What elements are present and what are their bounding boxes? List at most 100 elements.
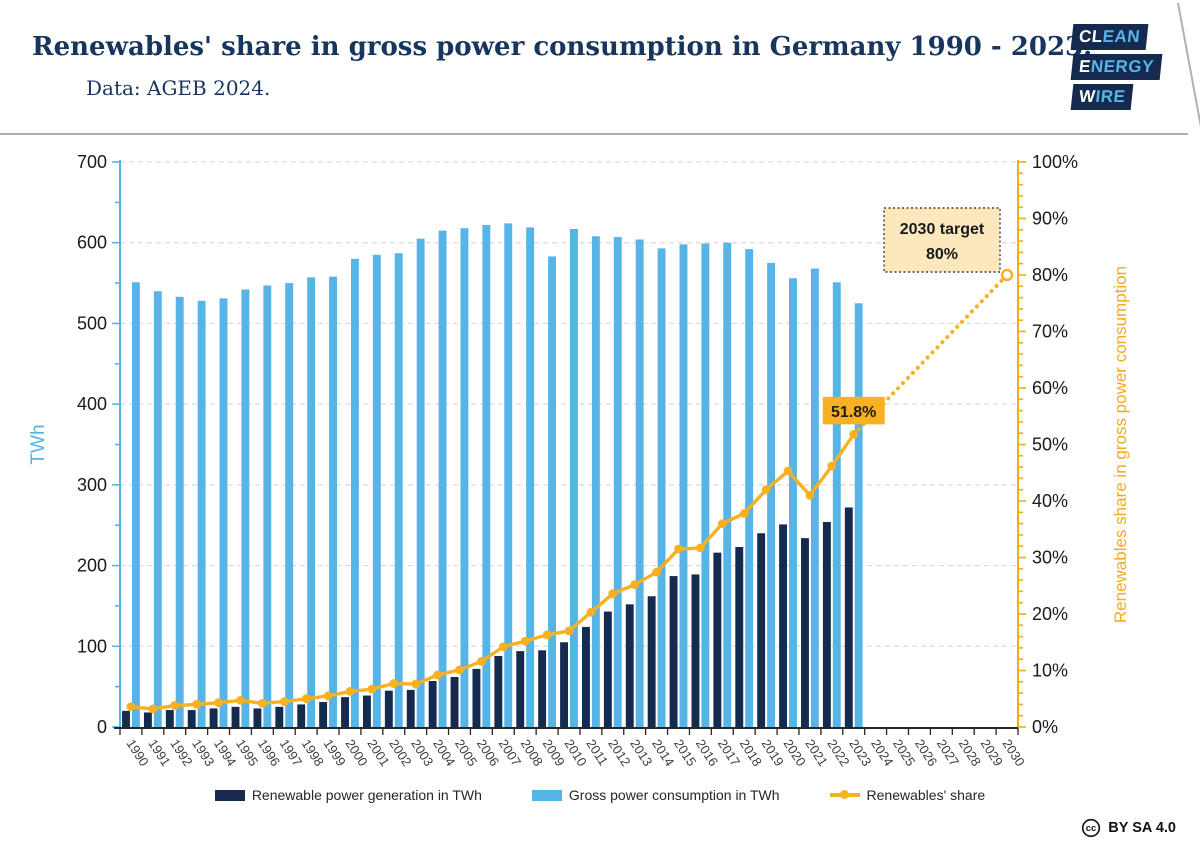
right-axis-tick-label: 40%: [1032, 491, 1068, 511]
share-point: [389, 679, 399, 688]
right-axis: 0% 10% 20% 30% 40% 50% 60% 70% 80% 90% 100% Renewab…: [1017, 152, 1130, 737]
bar-gross-consumption: [570, 228, 578, 727]
bar-gross-consumption: [635, 239, 644, 727]
legend-item-gross-consumption: Gross power consumption in TWh: [531, 787, 780, 803]
bar-renewable-generation: [165, 710, 174, 727]
bar-renewable-generation: [428, 680, 437, 727]
bar-renewable-generation: [757, 533, 766, 727]
share-point: [652, 567, 662, 577]
logo-word-clean: CLEAN: [1070, 24, 1149, 50]
bar-renewable-generation: [231, 706, 240, 727]
bar-gross-consumption: [394, 253, 403, 727]
share-point: [761, 485, 771, 495]
bar-renewable-generation: [143, 712, 152, 727]
bars-gross-consumption: [131, 223, 863, 728]
bar-gross-consumption: [526, 227, 535, 727]
legend-label-renewable-generation: Renewable power generation in TWh: [251, 787, 482, 803]
share-point: [148, 704, 158, 714]
x-axis-year-label: 2024: [868, 736, 896, 768]
left-axis-tick-label: 400: [77, 394, 107, 414]
share-point: [279, 697, 289, 706]
share-point: [630, 580, 640, 590]
bar-gross-consumption: [197, 300, 206, 727]
share-point: [586, 607, 596, 617]
bar-renewable-generation: [494, 655, 503, 727]
x-axis-year-label: 2007: [496, 736, 524, 768]
bar-renewable-generation: [187, 710, 196, 727]
bar-renewable-generation: [516, 651, 525, 727]
legend-swatch-renewable-generation: [214, 789, 245, 801]
x-axis-year-label: 2003: [408, 736, 436, 768]
bar-gross-consumption: [789, 278, 797, 727]
share-point: [301, 694, 311, 704]
bar-gross-consumption: [131, 282, 140, 727]
x-axis-year-label: 1998: [299, 736, 327, 768]
x-axis-year-label: 1999: [321, 736, 349, 768]
bar-gross-consumption: [723, 242, 732, 727]
bar-gross-consumption: [613, 237, 622, 728]
target-annotation: 2030 target 80%: [883, 207, 1001, 273]
bar-gross-consumption: [241, 289, 250, 727]
x-axis-year-label: 1995: [233, 736, 261, 768]
share-point: [674, 544, 683, 554]
right-axis-tick-label: 50%: [1032, 435, 1068, 455]
x-axis-year-label: 2025: [890, 736, 918, 768]
right-axis-tick-label: 60%: [1032, 378, 1068, 398]
legend-label-gross-consumption: Gross power consumption in TWh: [568, 787, 780, 803]
target-marker: [1000, 268, 1014, 282]
svg-text:cc: cc: [1086, 823, 1097, 834]
bar-gross-consumption: [175, 296, 184, 727]
bar-renewable-generation: [669, 576, 678, 727]
bar-renewable-generation: [603, 611, 612, 727]
x-axis-year-label: 2023: [846, 736, 874, 768]
x-axis-year-label: 2028: [956, 736, 984, 768]
page-subtitle: Data: AGEB 2024.: [86, 76, 271, 100]
bar-gross-consumption: [350, 258, 359, 727]
bar-gross-consumption: [438, 230, 447, 727]
left-axis-tick-label: 500: [77, 313, 107, 333]
x-axis-year-label: 2021: [802, 736, 830, 768]
x-axis-year-label: 1990: [123, 736, 151, 768]
share-point: [520, 636, 530, 646]
share-point: [608, 589, 618, 599]
x-axis-year-label: 1992: [167, 736, 195, 768]
target-label-line1: 2030 target: [900, 221, 985, 238]
x-axis-year-label: 2027: [934, 736, 962, 768]
legend-swatch-gross-consumption: [531, 789, 562, 801]
share-point: [170, 701, 180, 710]
bar-renewable-generation: [384, 690, 393, 727]
x-axis-year-label: 2008: [518, 736, 546, 768]
share-point: [498, 642, 508, 652]
bar-renewable-generation: [713, 552, 722, 727]
cc-icon: cc: [1082, 818, 1101, 838]
bar-renewable-generation: [560, 642, 568, 727]
x-axis-year-label: 2030: [1000, 736, 1028, 768]
x-axis-year-label: 2026: [912, 736, 940, 768]
share-point: [805, 490, 815, 500]
x-axis-year-label: 1991: [145, 736, 173, 768]
right-axis-tick-label: 80%: [1032, 265, 1068, 285]
license-text: BY SA 4.0: [1108, 820, 1176, 836]
x-axis-year-label: 2016: [693, 736, 721, 768]
bar-renewable-generation: [691, 574, 700, 727]
bar-gross-consumption: [416, 238, 425, 727]
bar-renewable-generation: [472, 668, 481, 727]
bar-renewable-generation: [209, 708, 218, 727]
bar-gross-consumption: [329, 276, 337, 727]
x-axis-year-label: 2010: [561, 736, 589, 768]
bar-renewable-generation: [341, 697, 349, 727]
share-point: [236, 696, 245, 705]
bar-renewable-generation: [647, 596, 656, 727]
share-point: [367, 684, 377, 694]
x-axis-year-label: 1994: [211, 736, 239, 768]
x-axis-year-label: 2013: [627, 736, 655, 768]
x-axis-year-label: 2018: [737, 736, 765, 768]
share-point: [411, 679, 421, 689]
share-point: [455, 665, 464, 675]
legend-label-renewables-share: Renewables' share: [866, 787, 986, 803]
bar-gross-consumption: [591, 236, 600, 727]
clean-energy-wire-logo: CLEAN ENERGY WIRE: [1070, 24, 1163, 110]
